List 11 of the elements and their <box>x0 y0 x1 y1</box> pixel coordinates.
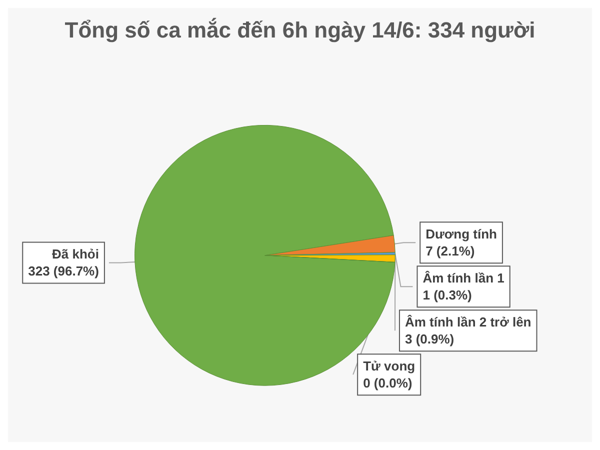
data-label: 7 (2.1%) <box>426 244 475 259</box>
slice-label: Âm tính lần 1 <box>422 270 504 286</box>
chart-title: Tổng số ca mắc đến 6h ngày 14/6: 334 người <box>64 18 536 42</box>
category-label: Tử vong <box>363 358 416 374</box>
slice-label: Đã khỏi <box>52 246 99 262</box>
text: 0 (0.0%) <box>363 376 412 391</box>
slice-label: Âm tính lần 2 trở lên <box>404 314 532 330</box>
data-label: 1 (0.3%) <box>422 288 472 303</box>
data-label: 3 (0.9%) <box>404 332 454 347</box>
slice-label: Dương tính <box>426 226 498 242</box>
data-label: 323 (96.7%) <box>28 264 99 279</box>
